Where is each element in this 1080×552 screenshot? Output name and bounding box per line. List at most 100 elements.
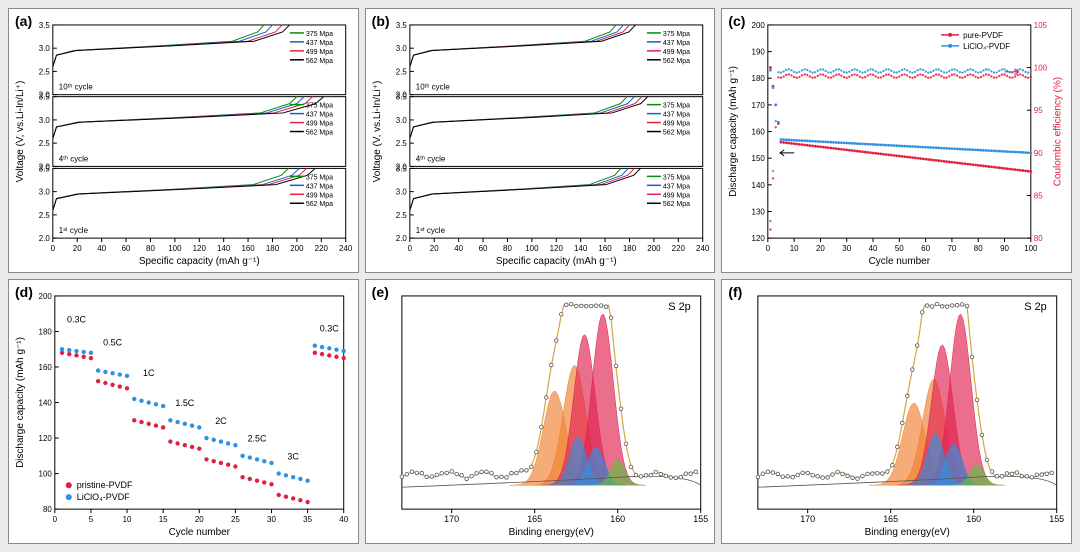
svg-text:Voltage (V, vs.Li-In/Li⁺): Voltage (V, vs.Li-In/Li⁺) xyxy=(15,81,26,183)
svg-text:2C: 2C xyxy=(215,416,227,426)
panel-c-label: (c) xyxy=(728,13,745,29)
svg-text:3.5: 3.5 xyxy=(39,164,51,173)
svg-text:2.5: 2.5 xyxy=(39,67,51,76)
svg-text:3.0: 3.0 xyxy=(395,188,407,197)
svg-text:40: 40 xyxy=(97,244,106,253)
svg-text:70: 70 xyxy=(948,244,957,253)
svg-text:90: 90 xyxy=(1000,244,1009,253)
svg-text:LiClO₄-PVDF: LiClO₄-PVDF xyxy=(963,42,1010,51)
panel-f-label: (f) xyxy=(728,284,742,300)
svg-text:240: 240 xyxy=(339,244,353,253)
svg-text:437 Mpa: 437 Mpa xyxy=(306,183,333,190)
svg-text:3.0: 3.0 xyxy=(395,116,407,125)
svg-text:2.5: 2.5 xyxy=(39,211,51,220)
svg-text:100: 100 xyxy=(39,470,53,479)
svg-text:10ᵗʰ cycle: 10ᵗʰ cycle xyxy=(415,83,450,92)
svg-text:1ˢᵗ cycle: 1ˢᵗ cycle xyxy=(415,226,445,235)
svg-text:5: 5 xyxy=(89,515,94,524)
svg-text:140: 140 xyxy=(752,181,766,190)
svg-text:3.5: 3.5 xyxy=(395,21,407,30)
svg-text:437 Mpa: 437 Mpa xyxy=(306,112,333,119)
svg-text:3.5: 3.5 xyxy=(395,93,407,102)
svg-text:15: 15 xyxy=(159,515,168,524)
svg-text:60: 60 xyxy=(122,244,131,253)
svg-text:240: 240 xyxy=(696,244,710,253)
svg-text:2.5: 2.5 xyxy=(39,139,51,148)
svg-text:25: 25 xyxy=(231,515,240,524)
svg-text:4ᵗʰ cycle: 4ᵗʰ cycle xyxy=(415,154,445,163)
svg-text:2.5: 2.5 xyxy=(395,67,407,76)
svg-text:3.5: 3.5 xyxy=(395,164,407,173)
svg-text:200: 200 xyxy=(39,292,53,301)
chart-d: 0510152025303540801001201401601802000.3C… xyxy=(9,280,358,543)
svg-text:Specific capacity (mAh g⁻¹): Specific capacity (mAh g⁻¹) xyxy=(496,256,617,267)
svg-text:562 Mpa: 562 Mpa xyxy=(306,201,333,208)
svg-text:499 Mpa: 499 Mpa xyxy=(306,121,333,128)
svg-text:2.5: 2.5 xyxy=(395,211,407,220)
svg-text:100: 100 xyxy=(168,244,182,253)
svg-text:Discharge capacity (mAh g⁻¹): Discharge capacity (mAh g⁻¹) xyxy=(15,337,26,468)
svg-text:160: 160 xyxy=(241,244,255,253)
svg-text:3.5: 3.5 xyxy=(39,93,51,102)
svg-text:140: 140 xyxy=(217,244,231,253)
svg-text:130: 130 xyxy=(752,207,766,216)
svg-text:499 Mpa: 499 Mpa xyxy=(306,49,333,56)
svg-text:60: 60 xyxy=(922,244,931,253)
svg-text:S 2p: S 2p xyxy=(668,301,691,313)
svg-text:3C: 3C xyxy=(287,451,299,461)
svg-text:100: 100 xyxy=(525,244,539,253)
panel-f: (f) 170165160155Binding energy(eV)S 2p xyxy=(721,279,1072,544)
svg-text:40: 40 xyxy=(339,515,348,524)
svg-text:499 Mpa: 499 Mpa xyxy=(663,121,690,128)
svg-text:170: 170 xyxy=(752,101,766,110)
panel-d: (d) 051015202530354080100120140160180200… xyxy=(8,279,359,544)
svg-text:180: 180 xyxy=(623,244,637,253)
svg-text:0: 0 xyxy=(53,515,58,524)
svg-text:0.3C: 0.3C xyxy=(67,315,86,325)
svg-text:80: 80 xyxy=(146,244,155,253)
svg-text:375 Mpa: 375 Mpa xyxy=(663,103,690,110)
svg-text:180: 180 xyxy=(39,327,53,336)
svg-text:Cycle number: Cycle number xyxy=(169,527,231,538)
svg-text:165: 165 xyxy=(527,514,542,524)
svg-text:80: 80 xyxy=(1034,234,1043,243)
svg-text:30: 30 xyxy=(267,515,276,524)
svg-text:60: 60 xyxy=(478,244,487,253)
svg-text:85: 85 xyxy=(1034,191,1043,200)
svg-text:80: 80 xyxy=(43,505,52,514)
svg-text:375 Mpa: 375 Mpa xyxy=(306,103,333,110)
svg-text:120: 120 xyxy=(39,434,53,443)
svg-text:pure-PVDF: pure-PVDF xyxy=(963,31,1003,40)
svg-text:95: 95 xyxy=(1034,106,1043,115)
svg-text:Specific capacity (mAh g⁻¹): Specific capacity (mAh g⁻¹) xyxy=(139,256,260,267)
svg-text:80: 80 xyxy=(974,244,983,253)
svg-text:0: 0 xyxy=(766,244,771,253)
svg-text:160: 160 xyxy=(598,244,612,253)
chart-a: 2.02.53.03.510ᵗʰ cycle375 Mpa437 Mpa499 … xyxy=(9,9,358,272)
panel-a-label: (a) xyxy=(15,13,32,29)
svg-text:150: 150 xyxy=(752,154,766,163)
svg-text:20: 20 xyxy=(195,515,204,524)
svg-text:120: 120 xyxy=(752,234,766,243)
svg-text:40: 40 xyxy=(454,244,463,253)
svg-text:0.3C: 0.3C xyxy=(320,323,339,333)
svg-text:1.5C: 1.5C xyxy=(175,398,194,408)
svg-text:2.5C: 2.5C xyxy=(248,434,267,444)
svg-text:140: 140 xyxy=(574,244,588,253)
svg-text:220: 220 xyxy=(315,244,329,253)
svg-text:220: 220 xyxy=(671,244,685,253)
svg-text:562 Mpa: 562 Mpa xyxy=(663,58,690,65)
svg-text:180: 180 xyxy=(266,244,280,253)
svg-text:160: 160 xyxy=(610,514,625,524)
svg-text:562 Mpa: 562 Mpa xyxy=(663,201,690,208)
chart-e: 170165160155Binding energy(eV)S 2p xyxy=(366,280,715,543)
svg-text:170: 170 xyxy=(444,514,459,524)
svg-text:165: 165 xyxy=(884,514,899,524)
svg-text:90: 90 xyxy=(1034,149,1043,158)
svg-text:437 Mpa: 437 Mpa xyxy=(306,40,333,47)
svg-text:Cycle number: Cycle number xyxy=(869,256,931,267)
svg-text:160: 160 xyxy=(39,363,53,372)
svg-text:3.0: 3.0 xyxy=(39,116,51,125)
svg-text:499 Mpa: 499 Mpa xyxy=(663,49,690,56)
svg-text:200: 200 xyxy=(752,21,766,30)
